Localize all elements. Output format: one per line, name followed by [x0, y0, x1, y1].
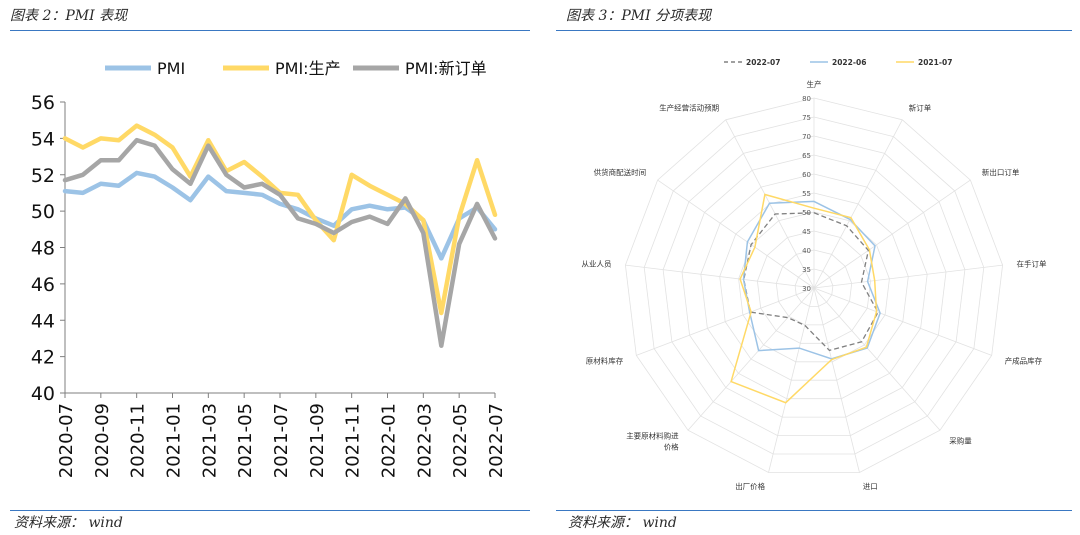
radar-series-3 — [730, 193, 878, 404]
radar-series-2 — [742, 200, 881, 360]
x-tick-label: 2022-01 — [379, 403, 400, 478]
x-tick-label: 2022-07 — [486, 403, 507, 478]
radar-grid-ring — [681, 154, 947, 418]
radar-spoke — [625, 264, 815, 289]
radar-grid-ring — [756, 230, 872, 344]
radar-axis-label: 进口 — [863, 482, 878, 491]
radar-spoke — [813, 287, 992, 356]
radar-axis-label: 产成品库存 — [1005, 355, 1043, 365]
y-tick-label: 44 — [31, 310, 55, 332]
left-source-text: 资料来源： wind — [14, 515, 123, 531]
radar-spoke — [768, 287, 815, 473]
radar-axis-label: 供货商配送时间 — [594, 167, 647, 177]
radar-grid-ring — [700, 173, 928, 400]
radar-legend-label-2: 2022-06 — [832, 58, 866, 67]
radar-axis-label: 采购量 — [949, 436, 972, 446]
y-tick-label: 56 — [31, 92, 55, 114]
radar-axis-label: 原材料库存 — [586, 355, 624, 365]
radar-spoke — [813, 287, 941, 431]
x-tick-label: 2021-11 — [343, 403, 364, 478]
radar-axis-label: 生产 — [807, 79, 822, 89]
radar-tick-label: 70 — [802, 133, 811, 141]
x-tick-label: 2020-11 — [128, 403, 149, 478]
y-tick-label: 52 — [31, 165, 55, 187]
left-title-rule — [10, 30, 530, 31]
radar-tick-label: 55 — [802, 190, 811, 198]
right-source-text: 资料来源： wind — [568, 515, 677, 531]
y-tick-label: 48 — [31, 238, 55, 260]
x-tick-label: 2021-07 — [271, 403, 292, 478]
radar-spoke — [687, 287, 815, 431]
y-tick-label: 40 — [31, 383, 55, 405]
radar-series-1 — [743, 212, 879, 352]
radar-spoke — [657, 179, 815, 289]
radar-tick-label: 60 — [802, 171, 811, 179]
radar-axis-label: 出厂价格 — [735, 481, 765, 491]
y-tick-label: 46 — [31, 274, 55, 296]
radar-tick-label: 40 — [802, 247, 811, 255]
radar-tick-label: 75 — [802, 114, 811, 122]
radar-tick-label: 45 — [802, 228, 811, 236]
radar-legend-label-1: 2022-07 — [746, 58, 780, 67]
radar-spoke — [813, 179, 971, 289]
legend-label-3: PMI:新订单 — [405, 59, 487, 78]
legend-label-2: PMI:生产 — [275, 59, 341, 78]
right-title-rule — [556, 30, 1072, 31]
radar-axis-label: 新订单 — [909, 102, 932, 112]
left-source-rule — [10, 510, 530, 511]
radar-tick-label: 80 — [802, 95, 811, 103]
left-chart-title: 图表 2：PMI 表现 — [10, 8, 128, 24]
radar-grid-ring — [775, 249, 853, 326]
x-tick-label: 2021-09 — [307, 403, 328, 478]
radar-grid-ring — [662, 135, 966, 437]
radar-axis-label: 主要原材料购进价格 — [626, 431, 679, 452]
radar-grid-ring — [624, 97, 1004, 473]
radar-axis-label: 在手订单 — [1017, 258, 1047, 268]
right-chart-title: 图表 3：PMI 分项表现 — [566, 8, 712, 24]
x-tick-label: 2020-07 — [56, 403, 77, 478]
radar-axis-label: 生产经营活动预期 — [659, 102, 719, 112]
legend-label-1: PMI — [157, 59, 185, 78]
radar-spoke — [813, 264, 1003, 289]
radar-tick-label: 30 — [802, 285, 811, 293]
y-tick-label: 50 — [31, 201, 55, 223]
radar-tick-label: 65 — [802, 152, 811, 160]
radar-grid-ring — [794, 268, 834, 307]
radar-spoke — [636, 287, 815, 356]
x-tick-label: 2022-03 — [414, 403, 435, 478]
radar-grid-ring — [643, 116, 985, 455]
radar-legend-label-3: 2021-07 — [918, 58, 952, 67]
radar-axis-label: 新出口订单 — [982, 167, 1020, 177]
y-tick-label: 54 — [31, 128, 55, 150]
radar-chart: 2022-07 2022-06 2021-073035404550556065707… — [582, 58, 1047, 491]
x-tick-label: 2020-09 — [92, 403, 113, 478]
radar-axis-label: 从业人员 — [582, 258, 612, 268]
radar-grid-ring — [719, 192, 909, 381]
radar-spoke — [813, 287, 860, 473]
x-tick-label: 2021-03 — [199, 403, 220, 478]
y-tick-label: 42 — [31, 347, 55, 369]
x-tick-label: 2021-01 — [164, 403, 185, 478]
radar-tick-label: 35 — [802, 266, 811, 274]
x-tick-label: 2021-05 — [235, 403, 256, 478]
right-source-rule — [556, 510, 1072, 511]
series-line-3 — [62, 137, 498, 348]
x-tick-label: 2022-05 — [450, 403, 471, 478]
radar-spoke — [813, 119, 903, 289]
line-chart: PMI PMI:生产 PMI:新订单 40 42 44 46 48 50 52 54 56 2020-0… — [31, 59, 507, 478]
